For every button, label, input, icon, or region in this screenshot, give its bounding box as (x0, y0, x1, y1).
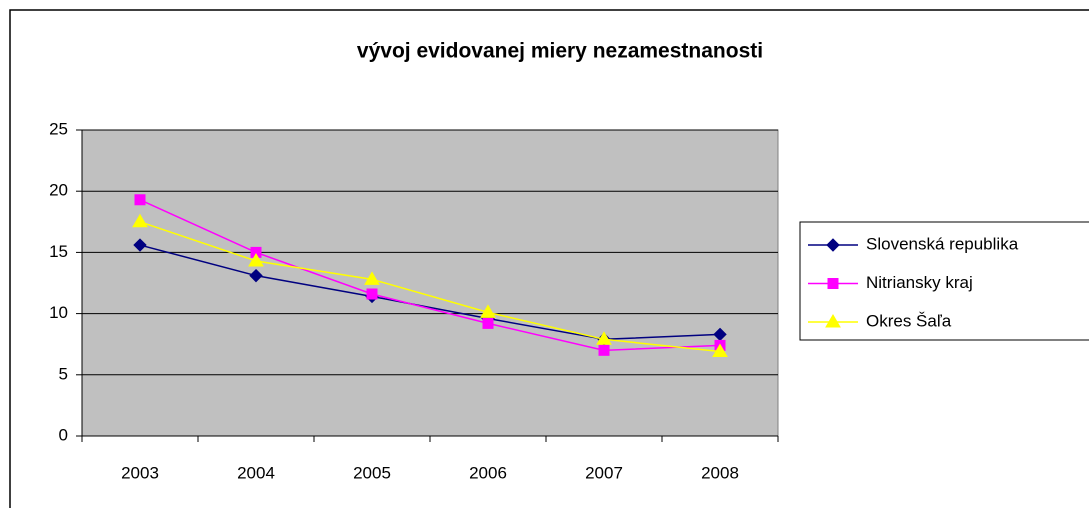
marker (134, 194, 146, 206)
plot-area (81, 129, 779, 437)
marker (596, 331, 612, 345)
legend-label: Nitriansky kraj (866, 273, 973, 292)
y-tick-label: 10 (49, 303, 68, 322)
chart-title: vývoj evidovanej miery nezamestnanosti (357, 40, 763, 63)
marker (598, 344, 610, 356)
legend (799, 221, 1089, 341)
series-line (139, 199, 721, 352)
legend-label: Slovenská republika (866, 234, 1019, 253)
x-tick-label: 2008 (701, 463, 739, 482)
x-tick-label: 2003 (121, 463, 159, 482)
marker (366, 288, 378, 300)
x-tick-label: 2006 (469, 463, 507, 482)
legend-label: Okres Šaľa (866, 311, 952, 330)
series-line (139, 221, 721, 353)
x-tick-label: 2005 (353, 463, 391, 482)
marker (364, 271, 380, 285)
marker (133, 238, 147, 252)
marker (248, 252, 264, 267)
x-tick-label: 2004 (237, 463, 275, 482)
y-tick-label: 15 (49, 242, 68, 261)
marker (482, 317, 494, 329)
series-line (139, 244, 721, 341)
x-tick-label: 2007 (585, 463, 623, 482)
marker (826, 238, 840, 252)
y-tick-label: 5 (59, 364, 68, 383)
marker (827, 278, 839, 289)
marker (712, 343, 728, 358)
marker (825, 314, 841, 328)
y-tick-label: 0 (59, 425, 68, 444)
y-tick-label: 25 (49, 119, 68, 138)
marker (249, 268, 263, 283)
marker (132, 213, 148, 228)
y-tick-label: 20 (49, 181, 68, 200)
marker (480, 304, 496, 318)
